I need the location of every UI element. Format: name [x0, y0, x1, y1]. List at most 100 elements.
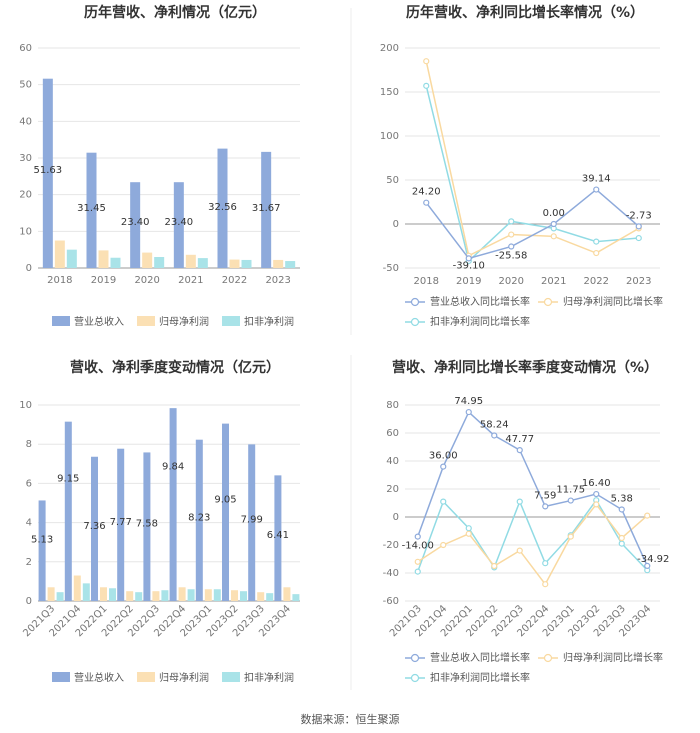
chart4-point — [618, 506, 625, 513]
chart1-bar-revenue — [173, 182, 184, 268]
chart1-bar-deducted-profit — [197, 258, 208, 268]
chart3-data-label: 7.36 — [83, 521, 105, 532]
chart4-data-label: 7.59 — [534, 490, 556, 501]
chart1-title: 历年营收、净利情况（亿元） — [84, 4, 266, 21]
chart2-point — [593, 249, 600, 257]
chart4-point — [542, 560, 549, 567]
chart1-ytick-label: 10 — [19, 226, 32, 237]
chart3-legend-label: 归母净利润 — [159, 671, 209, 684]
chart3-data-label: 5.13 — [31, 535, 53, 546]
chart1-ytick-label: 20 — [19, 190, 32, 201]
chart1-data-label: 31.45 — [77, 203, 106, 214]
chart1-bar-net-profit — [98, 250, 109, 268]
chart1-xtick-label: 2019 — [91, 275, 116, 286]
chart2-data-label: 39.14 — [582, 174, 611, 185]
chart3-bar-deducted-profit — [82, 583, 90, 601]
chart2-data-label: 0.00 — [543, 208, 565, 219]
chart1-bar-revenue — [86, 152, 97, 268]
chart2-xtick-label: 2018 — [414, 276, 439, 287]
chart2-ytick-label: -50 — [383, 263, 399, 274]
chart4-ytick-label: 80 — [386, 400, 399, 411]
chart4-point — [414, 568, 421, 575]
chart4-point — [465, 530, 472, 537]
chart1-data-label: 23.40 — [165, 217, 194, 228]
chart2-line-deducted-profit-growth — [425, 85, 639, 263]
chart2-point — [508, 243, 515, 250]
chart3-data-label: 9.84 — [162, 462, 184, 473]
chart1-bar-revenue — [261, 151, 272, 268]
chart4-data-label: 74.95 — [454, 396, 483, 407]
chart3-bar-revenue — [64, 421, 72, 601]
source-note: 数据来源：恒生聚源 — [301, 712, 400, 726]
chart4-point — [465, 525, 472, 532]
chart4-legend-marker — [543, 653, 553, 663]
chart4-line-net-profit-growth — [417, 503, 648, 586]
chart4-point — [516, 447, 523, 454]
chart3-bar-deducted-profit — [292, 594, 300, 601]
chart3-bar-deducted-profit — [240, 591, 247, 601]
chart1-data-label: 31.67 — [252, 203, 281, 214]
chart1-xtick-label: 2021 — [178, 275, 203, 286]
chart4-point — [491, 432, 498, 439]
chart4-point — [414, 533, 421, 540]
chart4-point — [414, 558, 421, 565]
chart4-point — [465, 408, 472, 416]
chart4-point — [440, 498, 447, 505]
chart1-ytick-label: 0 — [26, 263, 32, 274]
chart3-bar-revenue — [117, 448, 125, 601]
chart4-data-label: -34.92 — [637, 554, 669, 565]
chart1-bar-net-profit — [273, 259, 284, 268]
chart4-point — [440, 541, 447, 549]
chart3-bar-deducted-profit — [266, 593, 274, 601]
chart2-xtick-label: 2019 — [456, 276, 481, 287]
chart2-legend-marker — [410, 297, 420, 307]
chart3-bar-deducted-profit — [213, 589, 221, 601]
chart1-legend-swatch — [52, 316, 70, 326]
chart3-ytick-label: 6 — [26, 478, 32, 489]
chart4-data-label: 5.38 — [611, 493, 633, 504]
chart4-point — [644, 562, 651, 569]
chart2-ytick-label: 0 — [393, 219, 399, 230]
chart3-bar-deducted-profit — [56, 592, 64, 601]
chart4-data-label: 47.77 — [505, 434, 534, 445]
chart3-data-label: 9.15 — [57, 473, 79, 484]
chart4-ytick-label: -60 — [383, 596, 399, 607]
chart1-legend-label: 归母净利润 — [159, 315, 209, 328]
chart2-title: 历年营收、净利同比增长率情况（%） — [406, 4, 644, 21]
chart2-ytick-label: 100 — [380, 131, 399, 142]
chart2-point — [550, 233, 557, 240]
chart3-bar-net-profit — [152, 591, 160, 601]
chart4-point — [440, 463, 447, 470]
chart1-xtick-label: 2022 — [222, 275, 247, 286]
chart1-legend-swatch — [222, 316, 240, 326]
chart3-data-label: 8.23 — [188, 512, 210, 523]
chart1-bar-revenue — [130, 182, 141, 268]
chart4-point — [567, 497, 574, 504]
chart4-ytick-label: 0 — [393, 512, 399, 523]
chart3-bar-deducted-profit — [187, 589, 195, 601]
chart3-bar-net-profit — [231, 590, 238, 601]
chart1-legend-label: 扣非净利润 — [244, 315, 294, 328]
chart2-data-label: -25.58 — [495, 251, 527, 262]
chart4-point — [567, 533, 574, 540]
chart1-bar-net-profit — [185, 254, 196, 268]
chart3-legend-swatch — [52, 672, 70, 682]
chart3-data-label: 7.58 — [136, 519, 158, 530]
chart3-bar-revenue — [91, 456, 98, 601]
chart4-ytick-label: -20 — [383, 540, 399, 551]
chart3-bar-net-profit — [178, 587, 186, 601]
chart3-legend-swatch — [137, 672, 155, 682]
chart4-point — [618, 540, 625, 547]
chart2-data-label: 24.20 — [412, 187, 441, 198]
chart2-data-label: -39.10 — [453, 260, 485, 271]
chart2-data-label: -2.73 — [626, 210, 652, 221]
chart1-xtick-label: 2023 — [265, 275, 290, 286]
chart4-point — [516, 547, 523, 554]
chart2-point — [465, 255, 472, 262]
chart4-data-label: 11.75 — [556, 485, 585, 496]
chart4-point — [618, 534, 625, 542]
chart2-ytick-label: 200 — [380, 43, 399, 54]
chart3-bar-net-profit — [100, 587, 107, 601]
chart2-line-net-profit-growth — [425, 61, 640, 257]
